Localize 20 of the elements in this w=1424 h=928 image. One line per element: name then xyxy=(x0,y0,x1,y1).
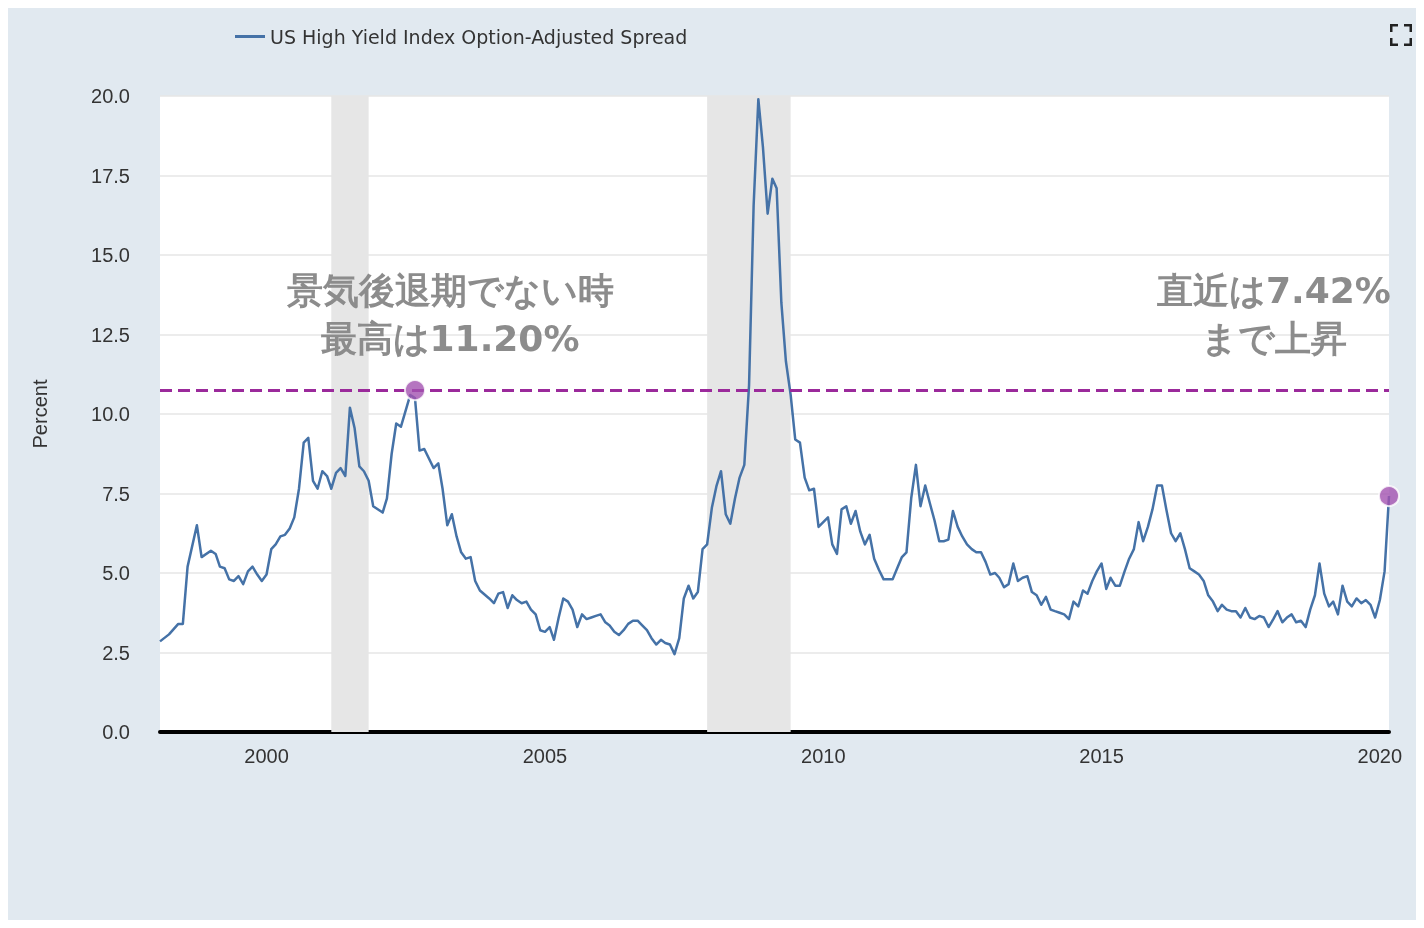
y-tick-label: 0.0 xyxy=(102,721,130,743)
x-tick-label: 2015 xyxy=(1079,745,1124,767)
x-tick-label: 2020 xyxy=(1357,745,1403,767)
y-tick-label: 20.0 xyxy=(91,85,130,107)
y-tick-label: 7.5 xyxy=(102,482,130,505)
y-tick-label: 2.5 xyxy=(102,641,130,664)
y-tick-label: 17.5 xyxy=(91,164,130,187)
annotation: まで上昇 xyxy=(1201,317,1347,359)
x-tick-label: 2000 xyxy=(244,745,289,767)
y-tick-label: 12.5 xyxy=(91,323,130,346)
y-tick-label: 5.0 xyxy=(102,562,130,584)
y-axis-title: Percent xyxy=(29,379,51,449)
y-tick-label: 15.0 xyxy=(91,244,130,266)
x-tick-label: 2010 xyxy=(801,745,846,767)
y-tick-label: 10.0 xyxy=(91,403,130,425)
annotation: 直近は7.42% xyxy=(1156,269,1391,311)
annotation: 最高は11.20% xyxy=(320,317,580,359)
x-tick-label: 2005 xyxy=(522,745,568,767)
legend-label: US High Yield Index Option-Adjusted Spread xyxy=(270,25,688,48)
annotation: 景気後退期でない時 xyxy=(285,269,614,311)
